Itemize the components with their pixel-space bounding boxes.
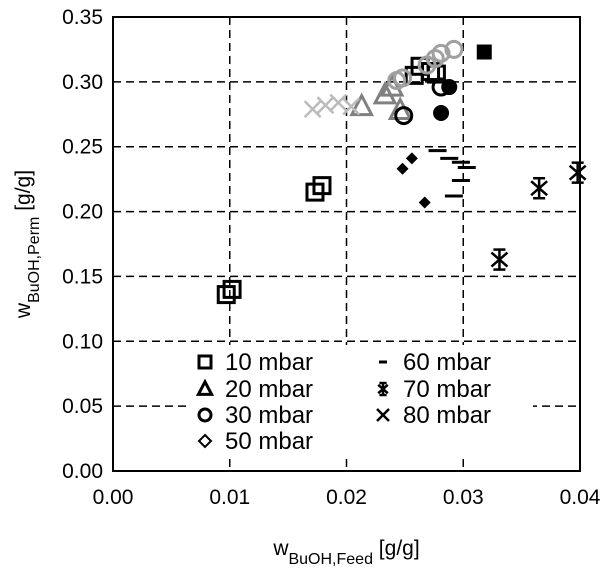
legend-label: 10 mbar	[225, 349, 313, 376]
data-point	[444, 39, 464, 59]
data-point	[396, 162, 409, 175]
data-point	[394, 106, 414, 126]
legend-label: 70 mbar	[403, 376, 491, 403]
data-point	[329, 93, 348, 112]
y-tick-label: 0.35	[62, 6, 103, 29]
legend-marker	[376, 408, 390, 422]
x-tick-label: 0.03	[443, 486, 484, 509]
x-tick-label: 0.00	[93, 486, 134, 509]
data-point	[441, 79, 458, 96]
x-tick-label: 0.04	[560, 486, 601, 509]
data-point	[418, 196, 431, 209]
data-point	[433, 104, 450, 121]
y-tick-label: 0.25	[62, 136, 103, 159]
data-point	[303, 100, 322, 118]
y-tick-label: 0.30	[62, 71, 103, 94]
legend-label: 50 mbar	[225, 428, 313, 455]
data-point	[425, 49, 445, 69]
data-point	[372, 80, 398, 105]
y-tick-label: 0.05	[62, 395, 103, 418]
data-points	[216, 39, 587, 305]
x-tick-label: 0.01	[209, 486, 250, 509]
axis-ticks: 0.00 0.05 0.10 0.15 0.20 0.25 0.30 0.35 0.00 0.01…	[62, 6, 601, 509]
data-point	[393, 68, 413, 88]
y-tick-label: 0.15	[62, 265, 103, 288]
legend-label: 30 mbar	[225, 402, 313, 429]
y-axis-label: wBuOH,Perm [g/g]	[12, 170, 43, 319]
data-point	[222, 279, 242, 299]
legend-marker	[377, 381, 389, 397]
legend-marker	[195, 378, 215, 396]
y-tick-label: 0.10	[62, 330, 103, 353]
legend-marker	[197, 354, 213, 370]
data-point	[530, 176, 548, 200]
y-tick-label: 0.00	[62, 460, 103, 483]
legend-marker	[197, 407, 213, 423]
legend-label: 60 mbar	[403, 349, 491, 376]
data-point	[431, 43, 451, 63]
data-point	[568, 161, 587, 184]
data-point	[476, 44, 492, 60]
data-point	[349, 92, 375, 117]
data-point	[490, 248, 509, 271]
data-point	[405, 152, 418, 165]
legend-background	[188, 345, 533, 457]
x-axis-label: wBuOH,Feed [g/g]	[272, 537, 419, 568]
data-point	[216, 285, 236, 305]
y-tick-label: 0.20	[62, 201, 103, 224]
data-point	[342, 97, 361, 116]
plot-area-frame	[112, 16, 581, 472]
data-point	[379, 73, 405, 97]
legend-marker	[197, 433, 213, 449]
x-tick-label: 0.02	[326, 486, 367, 509]
legend-label: 80 mbar	[403, 402, 491, 429]
data-point	[312, 176, 332, 196]
legend-label: 20 mbar	[225, 376, 313, 403]
